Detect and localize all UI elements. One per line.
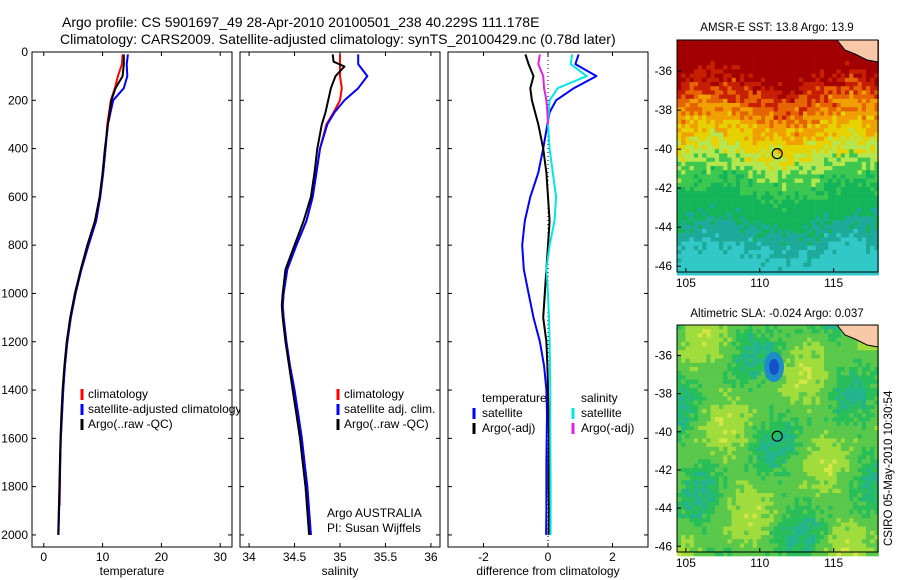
x-axis-label: difference from climatology <box>476 564 619 578</box>
legend-entry: satellite-adjusted climatology <box>88 402 241 416</box>
x-tick-label: 115 <box>824 556 843 570</box>
argo-float-marker <box>771 148 783 160</box>
y-tick-label: 1800 <box>1 480 28 494</box>
legend-entry: Argo(-adj) <box>581 421 634 435</box>
salinity-profile-panel: 34 34.5 35 35.5 36 salinity climatologysatelli… <box>239 51 441 578</box>
x-tick-label: 20 <box>155 550 169 564</box>
x-tick-label: 10 <box>96 550 110 564</box>
y-tick-label: -44 <box>655 220 673 234</box>
y-tick-label: -38 <box>655 387 673 401</box>
y-tick-label: 800 <box>8 238 28 252</box>
sla-low-anomaly-core <box>769 359 779 375</box>
legend-entry: satellite adj. clim. <box>344 402 435 416</box>
y-tick-label: -40 <box>655 425 673 439</box>
x-tick-label: 34.5 <box>283 550 307 564</box>
x-tick-label: 0 <box>40 550 47 564</box>
temperature-profile-panel: 0 10 20 30 temperature 0 200 400 600 800 1000 1200 1… <box>1 45 241 578</box>
x-tick-label: 2 <box>609 550 616 564</box>
legend-entry: Argo(..raw -QC) <box>344 417 429 431</box>
x-tick-label: 30 <box>214 550 228 564</box>
y-tick-label: 200 <box>8 93 28 107</box>
x-tick-label: 35.5 <box>374 550 398 564</box>
y-tick-label: -46 <box>655 539 673 553</box>
y-tick-label: 1600 <box>1 431 28 445</box>
y-tick-label: -36 <box>655 64 673 78</box>
y-tick-label: -42 <box>655 181 673 195</box>
x-tick-label: 105 <box>676 556 696 570</box>
y-tick-label: 600 <box>8 190 28 204</box>
sla-field <box>677 325 879 557</box>
x-tick-label: 35 <box>333 550 347 564</box>
sst-map-title: AMSR-E SST: 13.8 Argo: 13.9 <box>700 22 853 34</box>
x-tick-label: 36 <box>424 550 438 564</box>
series-line-argo-raw-qc- <box>57 54 125 535</box>
plot-frame <box>239 51 441 548</box>
figure-title-line1: Argo profile: CS 5901697_49 28-Apr-2010 … <box>62 14 539 30</box>
credit-annotation: PI: Susan Wijffels <box>327 521 421 535</box>
y-tick-label: 400 <box>8 142 28 156</box>
legend-entry: satellite <box>581 406 622 420</box>
y-tick-label: -36 <box>655 349 673 363</box>
plot-frame <box>31 51 233 548</box>
x-tick-label: -2 <box>478 550 489 564</box>
y-tick-label: 1200 <box>1 335 28 349</box>
y-tick-label: -40 <box>655 142 673 156</box>
credit-annotation: Argo AUSTRALIA <box>327 506 422 520</box>
map-frame <box>676 39 879 273</box>
y-tick-label: -46 <box>655 259 673 273</box>
sla-map-title: Altimetric SLA: -0.024 Argo: 0.037 <box>690 308 863 320</box>
legend-entry: climatology <box>88 387 148 401</box>
series-line-temperature-satellite <box>521 54 598 535</box>
y-tick-label: -38 <box>655 103 673 117</box>
map-frame <box>676 324 879 553</box>
y-tick-label: 0 <box>21 45 28 59</box>
y-tick-label: -44 <box>655 501 673 515</box>
sst-field <box>677 40 879 276</box>
legend-group-title: temperature <box>482 391 547 405</box>
series-line-satellite-adj-clim- <box>281 54 369 535</box>
argo-float-marker <box>771 430 783 442</box>
y-tick-label: -42 <box>655 463 673 477</box>
legend-entry: satellite <box>482 406 523 420</box>
x-tick-label: 115 <box>824 276 843 290</box>
figure-title-line2: Climatology: CARS2009. Satellite-adjuste… <box>60 31 616 47</box>
y-tick-label: 1400 <box>1 383 28 397</box>
x-axis-label: temperature <box>100 564 165 578</box>
series-line-argo-raw-qc- <box>280 54 346 535</box>
legend-entry: climatology <box>344 387 404 401</box>
y-tick-label: 1000 <box>1 286 28 300</box>
x-tick-label: 0 <box>545 550 552 564</box>
x-tick-label: 105 <box>676 276 696 290</box>
sst-map-panel: 105 110 115 -36 -38 -40 -42 -44 -46 <box>655 39 879 290</box>
y-tick-label: 2000 <box>1 528 28 542</box>
csiro-timestamp-label: CSIRO 05-May-2010 10:30:54 <box>883 390 895 546</box>
legend-entry: Argo(-adj) <box>482 421 535 435</box>
legend-entry: Argo(..raw -QC) <box>88 417 173 431</box>
x-tick-label: 34 <box>242 550 256 564</box>
series-line-salinity-satellite <box>545 54 588 535</box>
x-tick-label: 110 <box>750 556 769 570</box>
series-line-salinity-argo-adj- <box>537 54 549 125</box>
x-tick-label: 110 <box>750 276 769 290</box>
legend-group-title: salinity <box>581 391 618 405</box>
sla-map-panel: 105 110 115 -36 -38 -40 -42 -44 -46 <box>655 324 879 570</box>
x-axis-label: salinity <box>322 564 359 578</box>
